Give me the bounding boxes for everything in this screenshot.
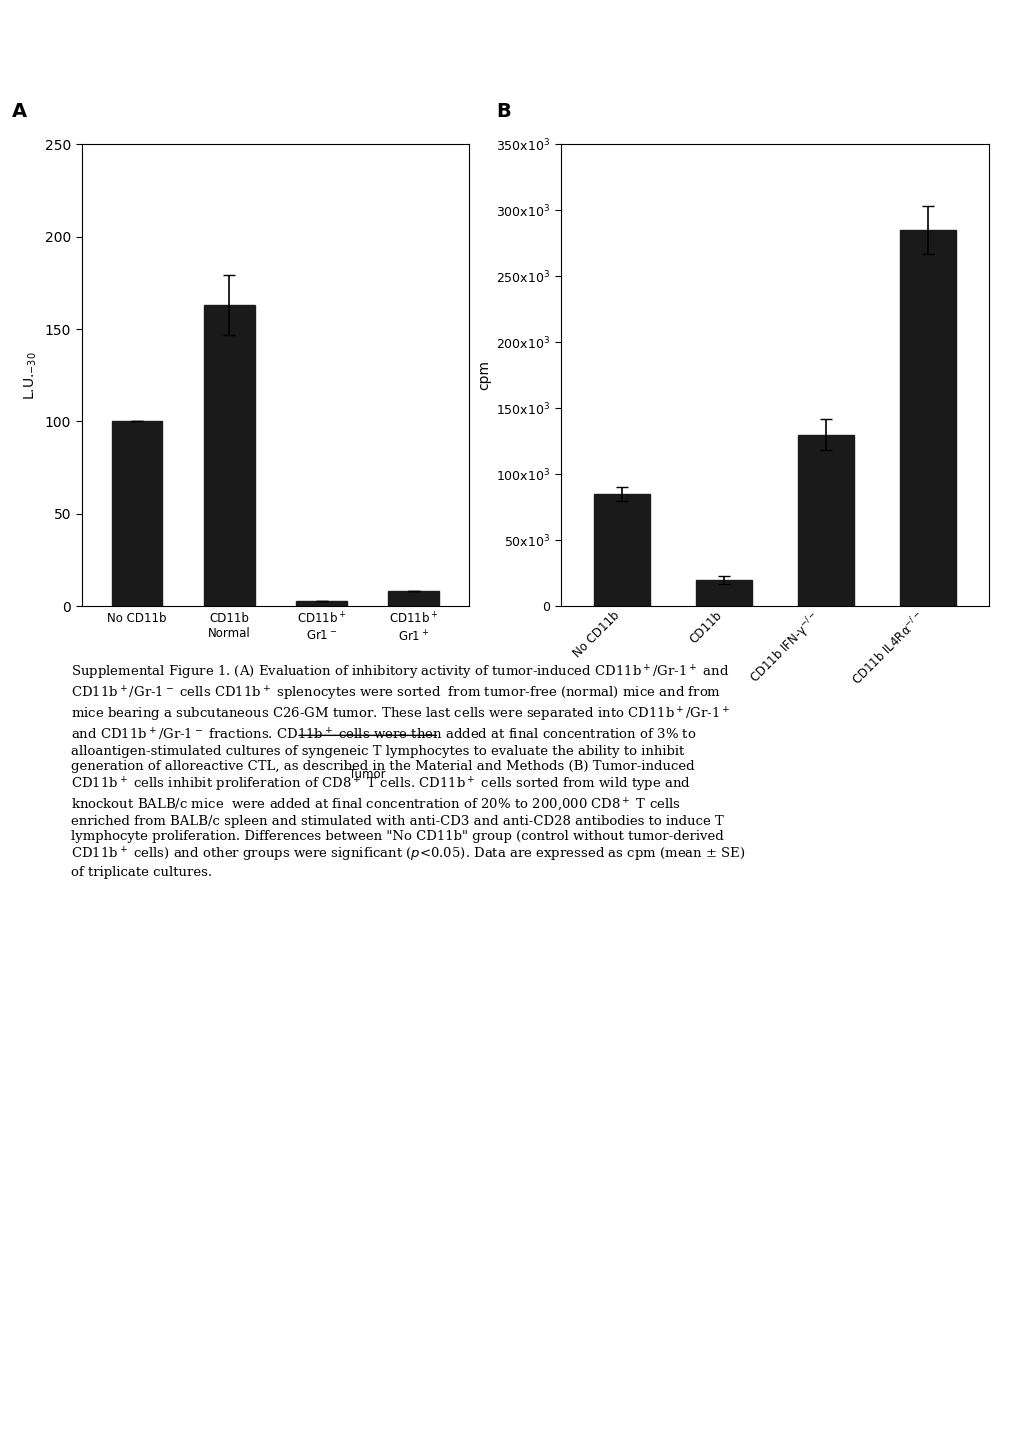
Bar bbox=[695, 580, 752, 606]
Bar bbox=[296, 600, 346, 606]
Y-axis label: L.U.$_{-30}$: L.U.$_{-30}$ bbox=[22, 351, 39, 400]
Bar bbox=[204, 304, 255, 606]
Bar bbox=[900, 229, 956, 606]
Bar bbox=[111, 421, 162, 606]
Text: Supplemental Figure 1. (A) Evaluation of inhibitory activity of tumor-induced CD: Supplemental Figure 1. (A) Evaluation of… bbox=[71, 664, 746, 879]
Y-axis label: cpm: cpm bbox=[477, 361, 490, 390]
Text: Tumor: Tumor bbox=[350, 768, 385, 781]
Bar bbox=[594, 494, 650, 606]
Text: A: A bbox=[12, 102, 26, 121]
Text: B: B bbox=[496, 102, 511, 121]
Bar bbox=[797, 434, 854, 606]
Bar bbox=[388, 592, 439, 606]
